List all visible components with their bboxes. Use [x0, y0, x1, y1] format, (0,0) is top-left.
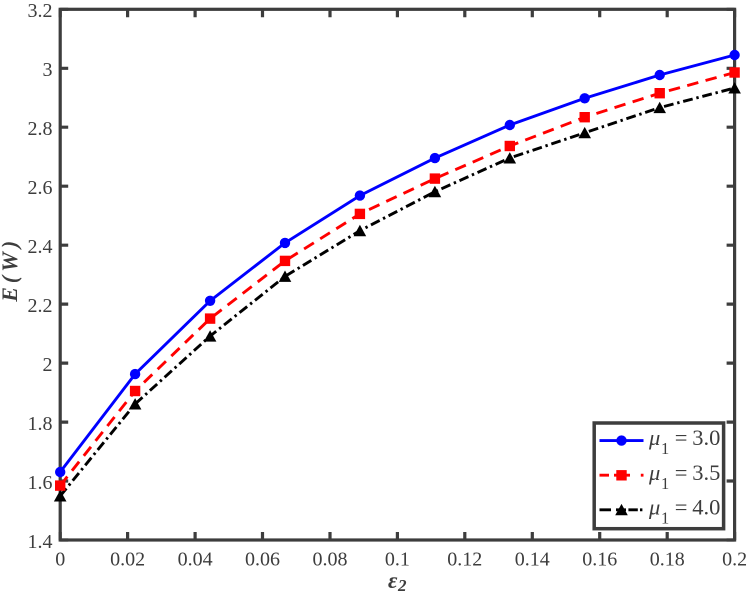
svg-text:0.12: 0.12 — [447, 549, 482, 571]
svg-text:0.08: 0.08 — [313, 549, 348, 571]
svg-text:=: = — [675, 460, 688, 485]
svg-text:1: 1 — [661, 439, 669, 458]
svg-text:3.2: 3.2 — [28, 0, 53, 22]
svg-text:2.4: 2.4 — [28, 236, 53, 258]
svg-text:0.02: 0.02 — [110, 549, 145, 571]
svg-text:=: = — [675, 494, 688, 519]
svg-text:0.06: 0.06 — [245, 549, 280, 571]
svg-text:2.2: 2.2 — [28, 295, 53, 317]
svg-text:1.8: 1.8 — [28, 413, 53, 435]
svg-text:μ: μ — [648, 494, 660, 519]
svg-text:0.2: 0.2 — [722, 549, 747, 571]
svg-text:3.0: 3.0 — [692, 425, 720, 450]
svg-text:0.14: 0.14 — [515, 549, 550, 571]
svg-text:2.8: 2.8 — [28, 118, 53, 140]
svg-text:3.5: 3.5 — [692, 460, 720, 485]
svg-text:2: 2 — [43, 354, 53, 376]
svg-text:2.6: 2.6 — [28, 177, 53, 199]
svg-text:0.18: 0.18 — [650, 549, 685, 571]
svg-text:=: = — [675, 425, 688, 450]
svg-text:μ: μ — [648, 460, 660, 485]
svg-text:3: 3 — [43, 59, 53, 81]
svg-text:4.0: 4.0 — [692, 494, 720, 519]
svg-text:0: 0 — [55, 549, 65, 571]
svg-text:μ: μ — [648, 425, 660, 450]
svg-text:1.4: 1.4 — [28, 531, 53, 553]
svg-text:1: 1 — [661, 474, 669, 493]
svg-text:E(W): E(W) — [0, 237, 22, 303]
svg-text:0.04: 0.04 — [178, 549, 213, 571]
svg-text:1: 1 — [661, 509, 669, 528]
svg-text:0.16: 0.16 — [582, 549, 617, 571]
svg-text:1.6: 1.6 — [28, 472, 53, 494]
svg-text:0.1: 0.1 — [385, 549, 410, 571]
